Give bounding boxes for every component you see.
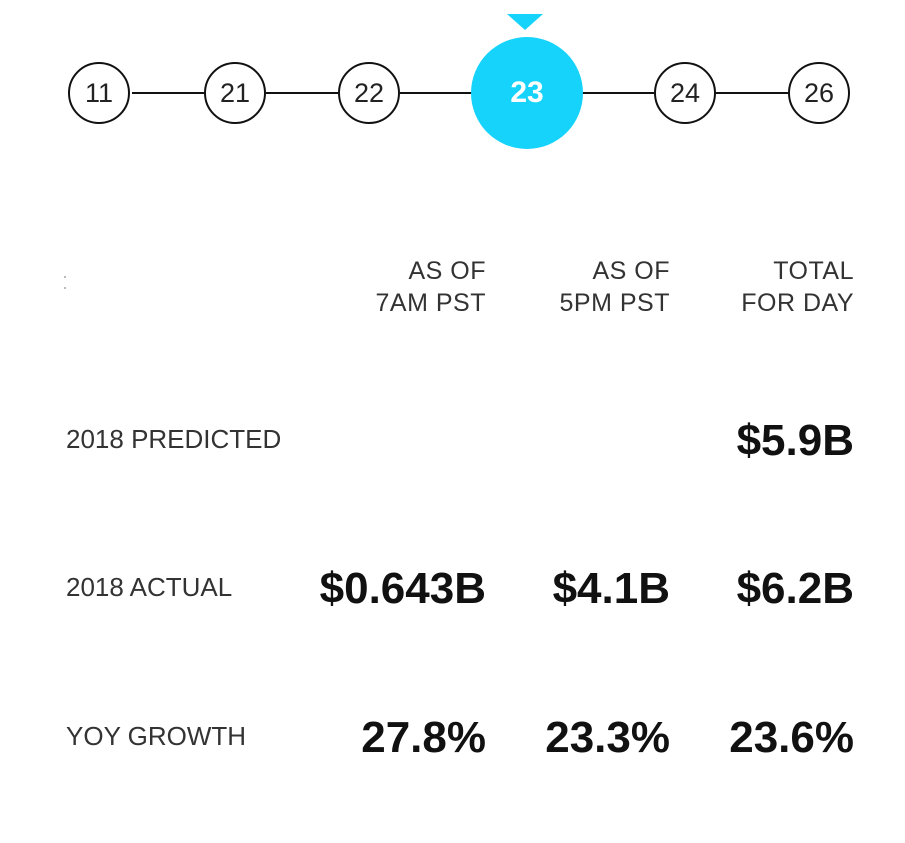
column-header-line: 7AM PST bbox=[375, 289, 486, 317]
row-label-actual: 2018 ACTUAL bbox=[66, 572, 233, 602]
column-header-line: FOR DAY bbox=[741, 289, 854, 317]
column-header-line: 5PM PST bbox=[559, 289, 670, 317]
timeline-node-21[interactable]: 21 bbox=[204, 62, 266, 124]
timeline-node-11[interactable]: 11 bbox=[68, 62, 130, 124]
growth-5pm-value: 23.3% bbox=[545, 713, 670, 762]
row-label-predicted: 2018 PREDICTED bbox=[66, 424, 282, 454]
column-header-line: AS OF bbox=[408, 257, 486, 285]
timeline-node-22[interactable]: 22 bbox=[338, 62, 400, 124]
column-header-line: TOTAL bbox=[773, 257, 854, 285]
timeline-connector bbox=[400, 92, 474, 94]
date-timeline: 11 21 22 23 24 26 bbox=[0, 0, 905, 170]
timeline-connector bbox=[132, 92, 204, 94]
growth-7am-value: 27.8% bbox=[361, 713, 486, 762]
predicted-total-value: $5.9B bbox=[736, 416, 854, 465]
timeline-node-26[interactable]: 26 bbox=[788, 62, 850, 124]
decorative-dots bbox=[64, 276, 67, 294]
column-header-5pm: AS OF 5PM PST bbox=[520, 255, 670, 319]
timeline-connector bbox=[582, 92, 654, 94]
actual-total-value: $6.2B bbox=[736, 564, 854, 613]
column-header-total: TOTAL FOR DAY bbox=[700, 255, 854, 319]
timeline-connector bbox=[716, 92, 788, 94]
row-label-growth: YOY GROWTH bbox=[66, 721, 247, 751]
timeline-node-24[interactable]: 24 bbox=[654, 62, 716, 124]
column-header-7am: AS OF 7AM PST bbox=[336, 255, 486, 319]
timeline-node-23-active[interactable]: 23 bbox=[471, 37, 583, 149]
active-pointer-icon bbox=[507, 14, 543, 30]
actual-5pm-value: $4.1B bbox=[552, 564, 670, 613]
actual-7am-value: $0.643B bbox=[319, 564, 486, 613]
column-header-line: AS OF bbox=[592, 257, 670, 285]
growth-total-value: 23.6% bbox=[729, 713, 854, 762]
timeline-connector bbox=[266, 92, 338, 94]
